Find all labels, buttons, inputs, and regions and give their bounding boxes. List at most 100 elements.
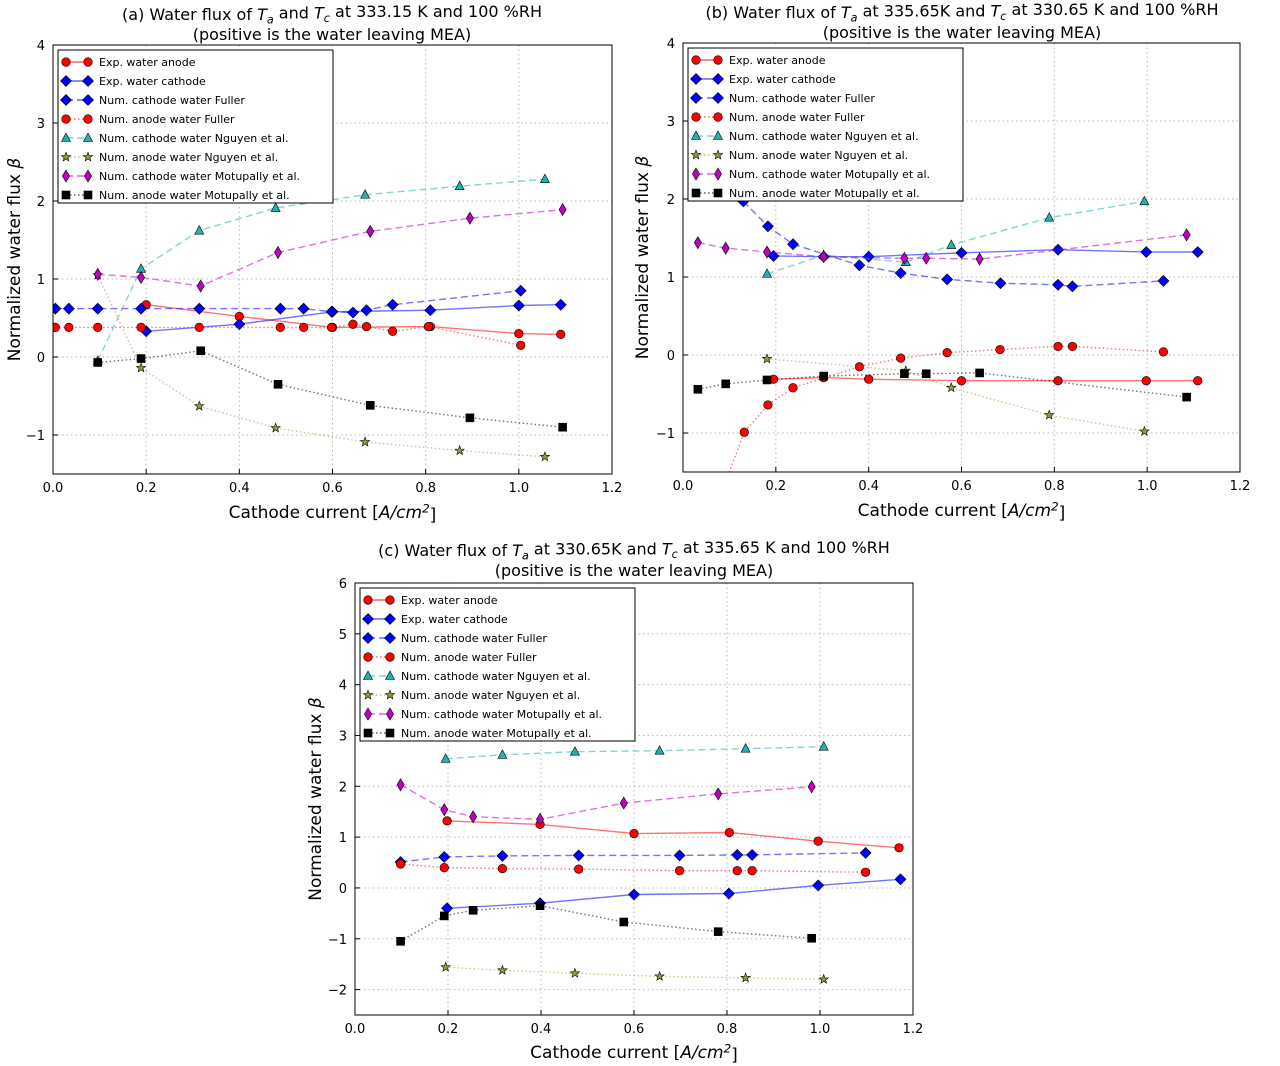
data-point xyxy=(539,173,550,183)
data-point xyxy=(347,306,359,319)
data-point xyxy=(819,250,828,264)
data-point xyxy=(721,379,731,389)
legend-marker-icon xyxy=(691,112,701,122)
legend-item: Num. cathode water Fuller xyxy=(60,94,245,107)
legend-marker-icon xyxy=(713,112,723,122)
data-point xyxy=(629,828,639,839)
data-point xyxy=(516,340,526,350)
legend-marker-icon xyxy=(385,728,395,738)
legend-marker-icon xyxy=(385,652,395,662)
legend-marker-icon xyxy=(713,55,723,65)
data-point xyxy=(763,245,771,259)
chart-a: (a) Water flux of Ta​ and Tc​ at 333.15 … xyxy=(5,2,622,525)
legend-label: Exp. water anode xyxy=(729,54,826,67)
y-tick-label: 4 xyxy=(37,39,45,54)
data-point xyxy=(193,400,205,411)
legend-marker-icon xyxy=(60,94,72,106)
chart-b: (b) Water flux of Ta​ at 335.65K and Tc​… xyxy=(633,0,1250,523)
data-point xyxy=(558,202,567,217)
axes-frame xyxy=(682,42,1241,473)
legend-label: Num. anode water Fuller xyxy=(401,651,537,664)
series-num-anode-water-nguyen-et-al- xyxy=(440,961,830,985)
series-num-anode-water-fuller xyxy=(395,859,871,877)
data-point xyxy=(53,322,60,332)
axes-frame xyxy=(52,44,613,475)
data-point xyxy=(1138,425,1150,437)
legend: Exp. water anode Exp. water cathode Num. c… xyxy=(687,47,964,202)
legend-marker-icon xyxy=(60,151,72,162)
data-point xyxy=(386,298,399,311)
x-tick-label: 1.2 xyxy=(602,481,623,496)
legend-label: Exp. water cathode xyxy=(401,613,508,626)
x-tick-label: 0.2 xyxy=(765,479,786,494)
data-point xyxy=(53,302,62,315)
data-point xyxy=(572,849,585,862)
data-point xyxy=(654,745,665,755)
data-point xyxy=(1044,212,1055,222)
chart-title-line: (b) Water flux of Ta​ at 335.65K and Tc​… xyxy=(705,0,1218,24)
data-point xyxy=(496,964,508,975)
legend-label: Num. anode water Motupally et al. xyxy=(99,189,290,202)
legend-marker-icon xyxy=(83,114,93,124)
data-point xyxy=(942,348,952,358)
legend-item: Num. cathode water Motupally et al. xyxy=(62,169,300,183)
series-num-cathode-water-nguyen-et-al- xyxy=(762,195,1150,278)
data-point xyxy=(819,371,828,381)
data-point xyxy=(196,279,205,293)
data-point xyxy=(535,901,545,911)
data-point xyxy=(740,743,751,753)
data-point xyxy=(693,385,703,394)
legend-marker-icon xyxy=(363,652,373,662)
data-point xyxy=(442,816,452,826)
data-point xyxy=(469,810,478,824)
data-point xyxy=(762,220,774,233)
legend-label: Num. cathode water Motupally et al. xyxy=(99,170,300,183)
data-point xyxy=(1053,376,1063,386)
data-point xyxy=(360,189,371,199)
legend-marker-icon xyxy=(713,130,723,140)
x-axis-label: Cathode current [A/cm2​] xyxy=(530,1042,738,1066)
legend-item: Num. cathode water Motupally et al. xyxy=(364,707,602,721)
series-line xyxy=(728,345,1164,472)
axes-frame xyxy=(354,582,914,1016)
y-tick-label: 1 xyxy=(37,273,45,288)
legend-label: Num. cathode water Nguyen et al. xyxy=(729,130,919,143)
legend-marker-icon xyxy=(83,190,93,200)
plot-area xyxy=(53,173,567,462)
series-line xyxy=(766,358,1145,433)
series-line xyxy=(400,784,812,821)
data-point xyxy=(762,375,772,385)
data-point xyxy=(274,245,282,260)
data-point xyxy=(423,321,434,332)
data-point xyxy=(514,284,527,297)
data-point xyxy=(569,746,580,756)
data-point xyxy=(136,322,146,332)
legend: Exp. water anode Exp. water cathode Num. c… xyxy=(57,49,334,204)
legend-item: Num. cathode water Fuller xyxy=(690,92,875,105)
data-point xyxy=(862,250,875,263)
x-tick-label: 0.6 xyxy=(624,1022,645,1037)
legend-marker-icon xyxy=(84,169,92,183)
x-axis-label: Cathode current [A/cm2​] xyxy=(858,500,1066,524)
data-point xyxy=(788,383,798,393)
legend-label: Num. anode water Nguyen et al. xyxy=(401,689,580,702)
data-point xyxy=(674,866,685,876)
legend-marker-icon xyxy=(362,613,374,625)
data-point xyxy=(497,749,508,759)
data-point xyxy=(1182,228,1191,242)
legend-marker-icon xyxy=(691,55,701,65)
legend-marker-icon xyxy=(385,595,395,605)
legend-item: Num. anode water Fuller xyxy=(691,111,865,124)
legend-item: Num. cathode water Motupally et al. xyxy=(692,167,930,181)
data-point xyxy=(732,866,742,876)
legend-item: Num. cathode water Nguyen et al. xyxy=(61,132,289,145)
series-line xyxy=(766,200,1145,275)
data-point xyxy=(900,251,909,265)
data-point xyxy=(454,444,466,456)
series-line xyxy=(445,746,824,760)
data-point xyxy=(894,873,907,886)
series-line xyxy=(55,323,521,346)
data-point xyxy=(946,239,957,249)
data-point xyxy=(720,479,729,488)
legend-marker-icon xyxy=(363,728,373,738)
